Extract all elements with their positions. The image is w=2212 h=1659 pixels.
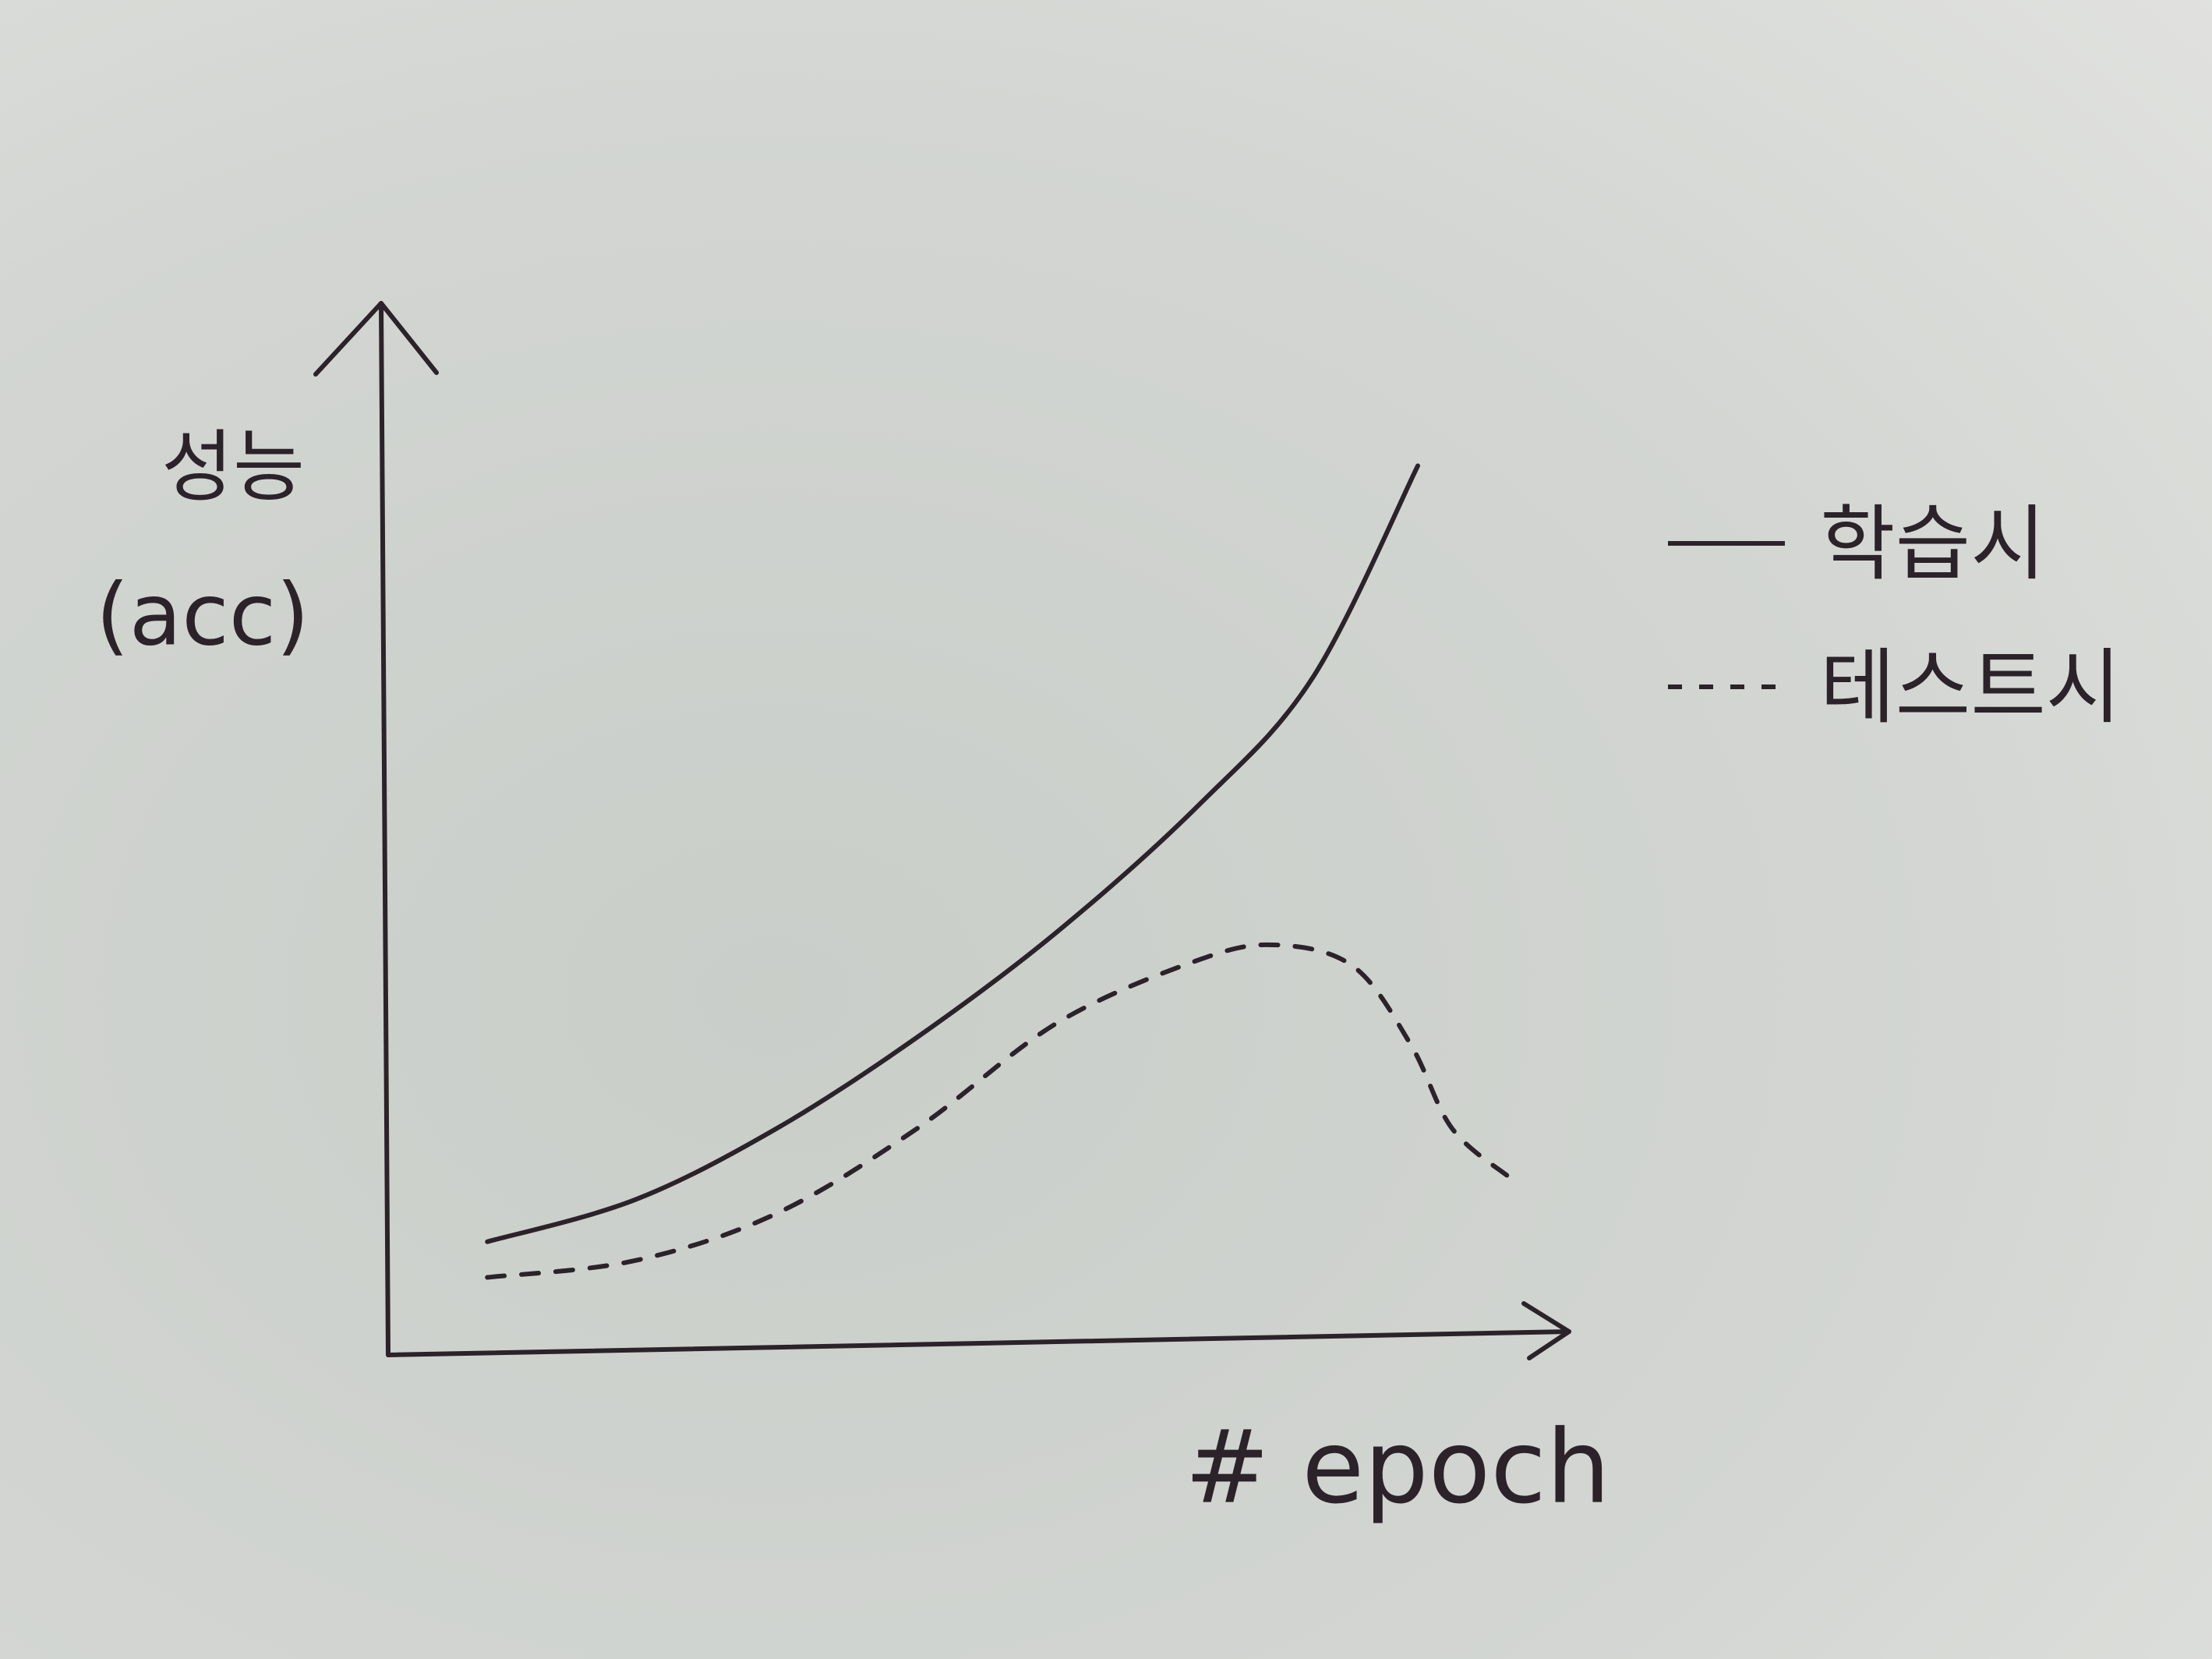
x-axis-label: # epoch [1185, 1408, 1610, 1526]
legend-label: 학습시 [1820, 497, 2046, 592]
x-axis [386, 1329, 1571, 1357]
y-axis-label: (acc) [96, 564, 309, 664]
y-axis-arrow [313, 301, 439, 377]
legend-label: 테스트시 [1820, 640, 2121, 735]
y-axis-label: 성능 [161, 421, 305, 512]
y-axis [379, 301, 390, 1357]
x-axis-arrow [1521, 1301, 1571, 1360]
data-line [485, 463, 1421, 1244]
